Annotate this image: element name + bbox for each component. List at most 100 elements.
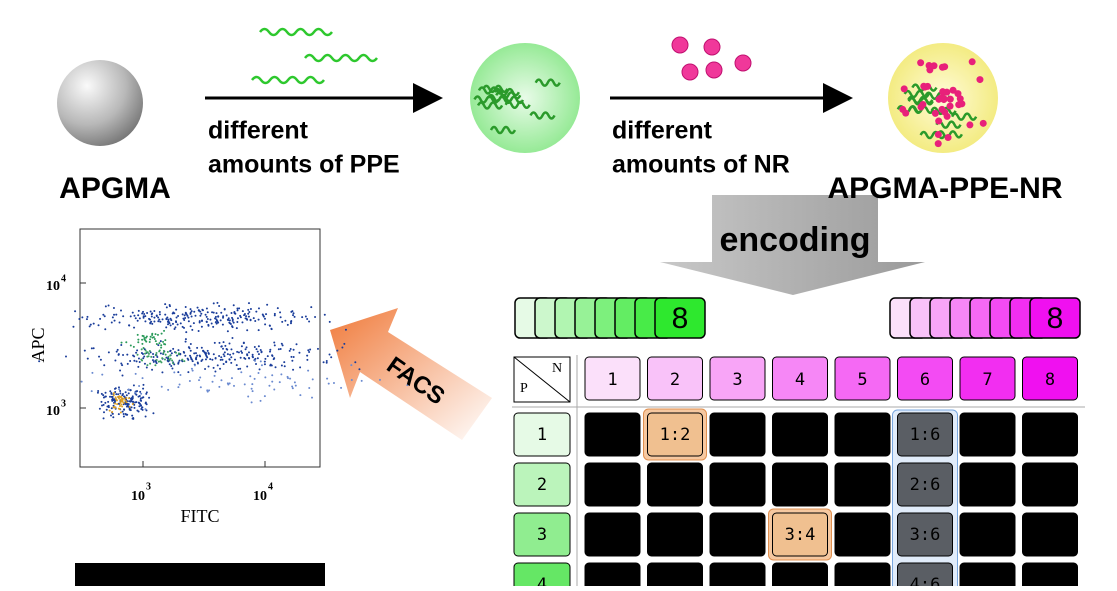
- stack-label: 8: [1047, 302, 1064, 335]
- event: [247, 356, 250, 359]
- cell: [584, 412, 641, 457]
- event: [118, 388, 121, 391]
- event: [226, 330, 229, 333]
- cell: [647, 462, 703, 507]
- event: [72, 325, 75, 328]
- event: [142, 316, 145, 319]
- event: [116, 403, 119, 406]
- event: [166, 359, 169, 362]
- event: [162, 351, 165, 354]
- event: [160, 385, 163, 388]
- event: [336, 349, 339, 352]
- event: [246, 354, 249, 357]
- event: [109, 390, 112, 393]
- event: [161, 318, 164, 321]
- event: [263, 360, 266, 363]
- event: [228, 319, 231, 322]
- dye: [938, 63, 946, 71]
- event: [232, 384, 235, 387]
- event: [257, 353, 260, 356]
- event: [112, 392, 115, 395]
- event: [204, 313, 207, 316]
- event: [127, 403, 130, 406]
- event: [289, 348, 292, 351]
- cell: [647, 512, 703, 557]
- event: [104, 305, 107, 308]
- event: [131, 395, 134, 398]
- column-label: 8: [1045, 370, 1055, 390]
- event: [250, 387, 253, 390]
- event: [327, 382, 330, 385]
- event: [125, 394, 128, 397]
- event: [341, 346, 344, 349]
- event: [111, 410, 114, 413]
- event: [158, 342, 161, 345]
- event: [184, 354, 187, 357]
- event: [307, 349, 310, 352]
- event: [211, 358, 214, 361]
- event: [150, 355, 153, 358]
- cell-label: 1:3: [722, 425, 753, 445]
- event: [230, 312, 233, 315]
- event: [122, 315, 125, 318]
- event: [289, 377, 292, 380]
- event: [151, 334, 154, 337]
- event: [225, 314, 228, 317]
- event: [155, 315, 158, 318]
- event: [136, 353, 139, 356]
- event: [144, 352, 147, 355]
- event: [233, 358, 236, 361]
- event: [159, 352, 162, 355]
- event: [111, 398, 114, 401]
- event: [214, 357, 217, 360]
- event: [173, 327, 176, 330]
- event: [247, 315, 250, 318]
- event: [230, 348, 233, 351]
- event: [233, 311, 236, 314]
- column-header: [897, 356, 953, 401]
- event: [263, 395, 266, 398]
- event: [209, 358, 212, 361]
- event: [328, 320, 331, 323]
- event: [117, 402, 120, 405]
- event: [222, 353, 225, 356]
- event: [189, 349, 192, 352]
- event: [174, 326, 177, 329]
- event: [149, 362, 152, 365]
- event: [171, 322, 174, 325]
- event: [236, 321, 239, 324]
- event: [200, 346, 203, 349]
- strand: [534, 78, 561, 87]
- event: [141, 338, 144, 341]
- event: [123, 397, 126, 400]
- event: [344, 328, 347, 331]
- event: [115, 393, 118, 396]
- event: [246, 365, 249, 368]
- event: [177, 362, 180, 365]
- event: [144, 349, 147, 352]
- column-header: [1022, 356, 1078, 401]
- event: [256, 357, 259, 360]
- event: [121, 364, 124, 367]
- event: [213, 341, 216, 344]
- event: [241, 321, 244, 324]
- event: [212, 311, 215, 314]
- row-label: 3: [537, 525, 547, 545]
- event: [85, 318, 88, 321]
- event: [151, 322, 154, 325]
- column-label: 1: [607, 370, 617, 390]
- event: [254, 357, 257, 360]
- event: [187, 346, 190, 349]
- event: [242, 342, 245, 345]
- event: [113, 313, 116, 316]
- event: [112, 394, 115, 397]
- event: [199, 314, 202, 317]
- event: [111, 395, 114, 398]
- event: [181, 325, 184, 328]
- event: [210, 322, 213, 325]
- event: [264, 323, 267, 326]
- event: [256, 350, 259, 353]
- event: [103, 364, 106, 367]
- event: [107, 304, 110, 307]
- micrograph: [75, 563, 325, 586]
